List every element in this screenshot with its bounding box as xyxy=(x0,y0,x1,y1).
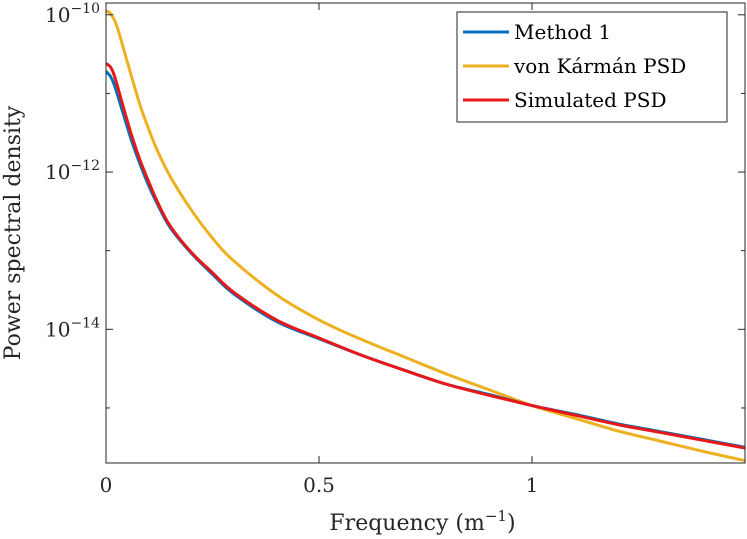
legend-label-method-1: Method 1 xyxy=(514,20,611,44)
axes-frame xyxy=(105,2,746,464)
label-layer: 0 0.5 1 10−10 10−12 10−14 Frequency (m−1) Power… xyxy=(1,1,538,536)
legend-label-von-k-rm-n-psd: von Kármán PSD xyxy=(513,54,686,78)
y-tick-label: 10−12 xyxy=(45,158,100,184)
legend: Method 1 von Kármán PSD Simulated PSD xyxy=(456,11,728,123)
y-tick-label: 10−14 xyxy=(45,315,100,341)
series-line-simulated-psd xyxy=(106,62,745,450)
tick-layer xyxy=(105,3,745,463)
x-tick-label: 0.5 xyxy=(303,473,335,497)
x-tick-label: 0 xyxy=(100,473,113,497)
y-tick-label: 10−10 xyxy=(45,1,100,27)
series-layer xyxy=(106,9,745,463)
x-tick-label: 1 xyxy=(526,473,539,497)
x-axis-label: Frequency (m−1) xyxy=(329,507,515,536)
series-line-von-k-rm-n-psd xyxy=(106,9,745,463)
legend-label-simulated-psd: Simulated PSD xyxy=(514,88,667,112)
y-axis-label: Power spectral density xyxy=(1,105,26,360)
